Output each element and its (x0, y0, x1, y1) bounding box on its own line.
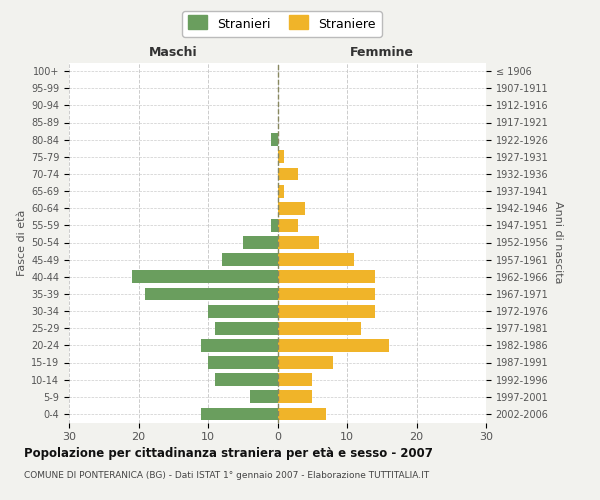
Bar (277, 356, 333, 369)
Text: Maschi: Maschi (149, 46, 197, 59)
Bar (277, 339, 389, 352)
Bar (250, 390, 277, 403)
Bar (208, 304, 277, 318)
Bar (277, 219, 298, 232)
Bar (277, 236, 319, 249)
Bar (201, 408, 277, 420)
Bar (277, 184, 284, 198)
Y-axis label: Fasce di età: Fasce di età (17, 210, 27, 276)
Bar (277, 168, 298, 180)
Bar (243, 236, 277, 249)
Text: Popolazione per cittadinanza straniera per età e sesso - 2007: Popolazione per cittadinanza straniera p… (24, 448, 433, 460)
Bar (131, 270, 277, 283)
Text: Femmine: Femmine (350, 46, 414, 59)
Bar (271, 219, 277, 232)
Bar (277, 150, 284, 163)
Bar (277, 408, 326, 420)
Bar (215, 373, 277, 386)
Bar (201, 339, 277, 352)
Bar (277, 373, 312, 386)
Bar (277, 390, 312, 403)
Text: COMUNE DI PONTERANICA (BG) - Dati ISTAT 1° gennaio 2007 - Elaborazione TUTTITALI: COMUNE DI PONTERANICA (BG) - Dati ISTAT … (24, 471, 429, 480)
Bar (145, 288, 277, 300)
Bar (208, 356, 277, 369)
Bar (277, 304, 375, 318)
Bar (277, 202, 305, 214)
Legend: Stranieri, Straniere: Stranieri, Straniere (182, 11, 382, 37)
Bar (277, 270, 375, 283)
Y-axis label: Anni di nascita: Anni di nascita (553, 201, 563, 284)
Bar (277, 288, 375, 300)
Bar (222, 253, 277, 266)
Bar (215, 322, 277, 334)
Bar (271, 133, 277, 146)
Bar (277, 253, 354, 266)
Bar (277, 322, 361, 334)
